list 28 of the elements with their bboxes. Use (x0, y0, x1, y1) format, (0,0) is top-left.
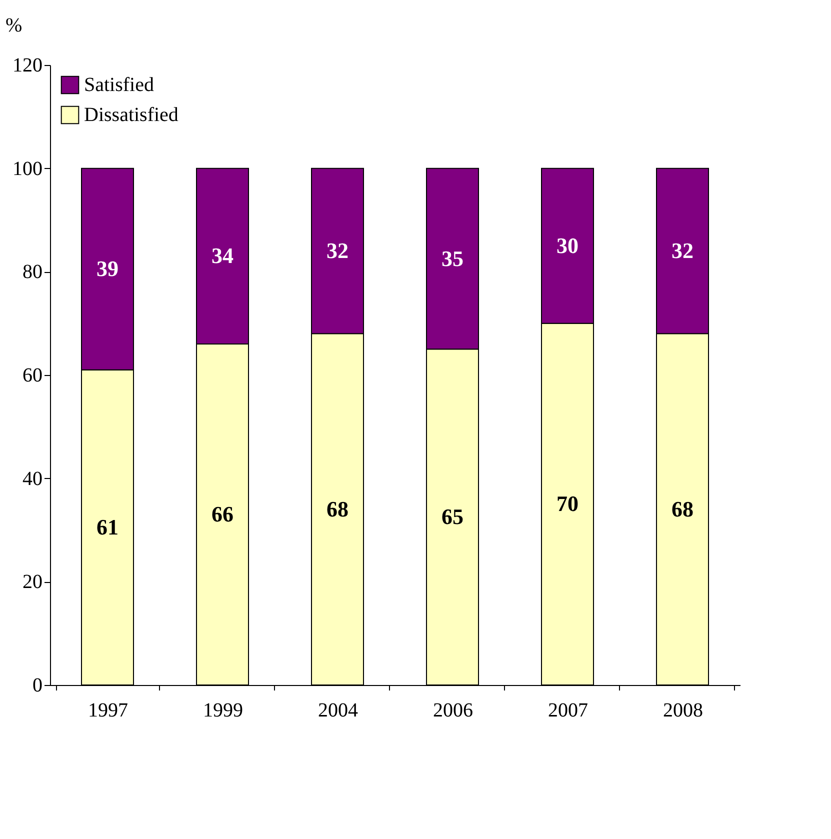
x-tick-label: 2007 (548, 700, 588, 722)
data-label: 39 (96, 256, 118, 282)
data-label: 68 (672, 496, 694, 522)
y-tick-label: 0 (32, 674, 42, 696)
data-label: 61 (96, 514, 118, 540)
data-label: 70 (556, 491, 578, 516)
data-label: 65 (442, 504, 464, 530)
y-tick-label: 120 (12, 54, 42, 76)
data-label: 32 (326, 238, 348, 263)
data-label: 66 (212, 502, 234, 526)
y-tick-label: 100 (12, 158, 42, 180)
y-tick-label: 40 (22, 468, 42, 490)
data-label: 30 (556, 232, 578, 258)
x-tick-label: 2004 (318, 700, 358, 722)
data-label: 68 (326, 496, 348, 522)
data-label: 32 (672, 238, 694, 263)
x-tick-label: 1999 (203, 700, 243, 722)
x-tick-label: 2006 (433, 700, 473, 722)
x-tick-label: 2008 (663, 700, 703, 722)
y-tick-label: 60 (22, 364, 42, 386)
y-tick-label: 20 (22, 571, 42, 594)
legend-label: Satisfied (84, 74, 154, 96)
legend-label: Dissatisfied (84, 104, 178, 126)
y-tick-label: 80 (22, 261, 42, 284)
y-axis-title: % (6, 14, 22, 36)
x-tick-label: 1997 (88, 700, 128, 722)
data-label: 34 (212, 243, 234, 268)
data-label: 35 (442, 246, 464, 271)
